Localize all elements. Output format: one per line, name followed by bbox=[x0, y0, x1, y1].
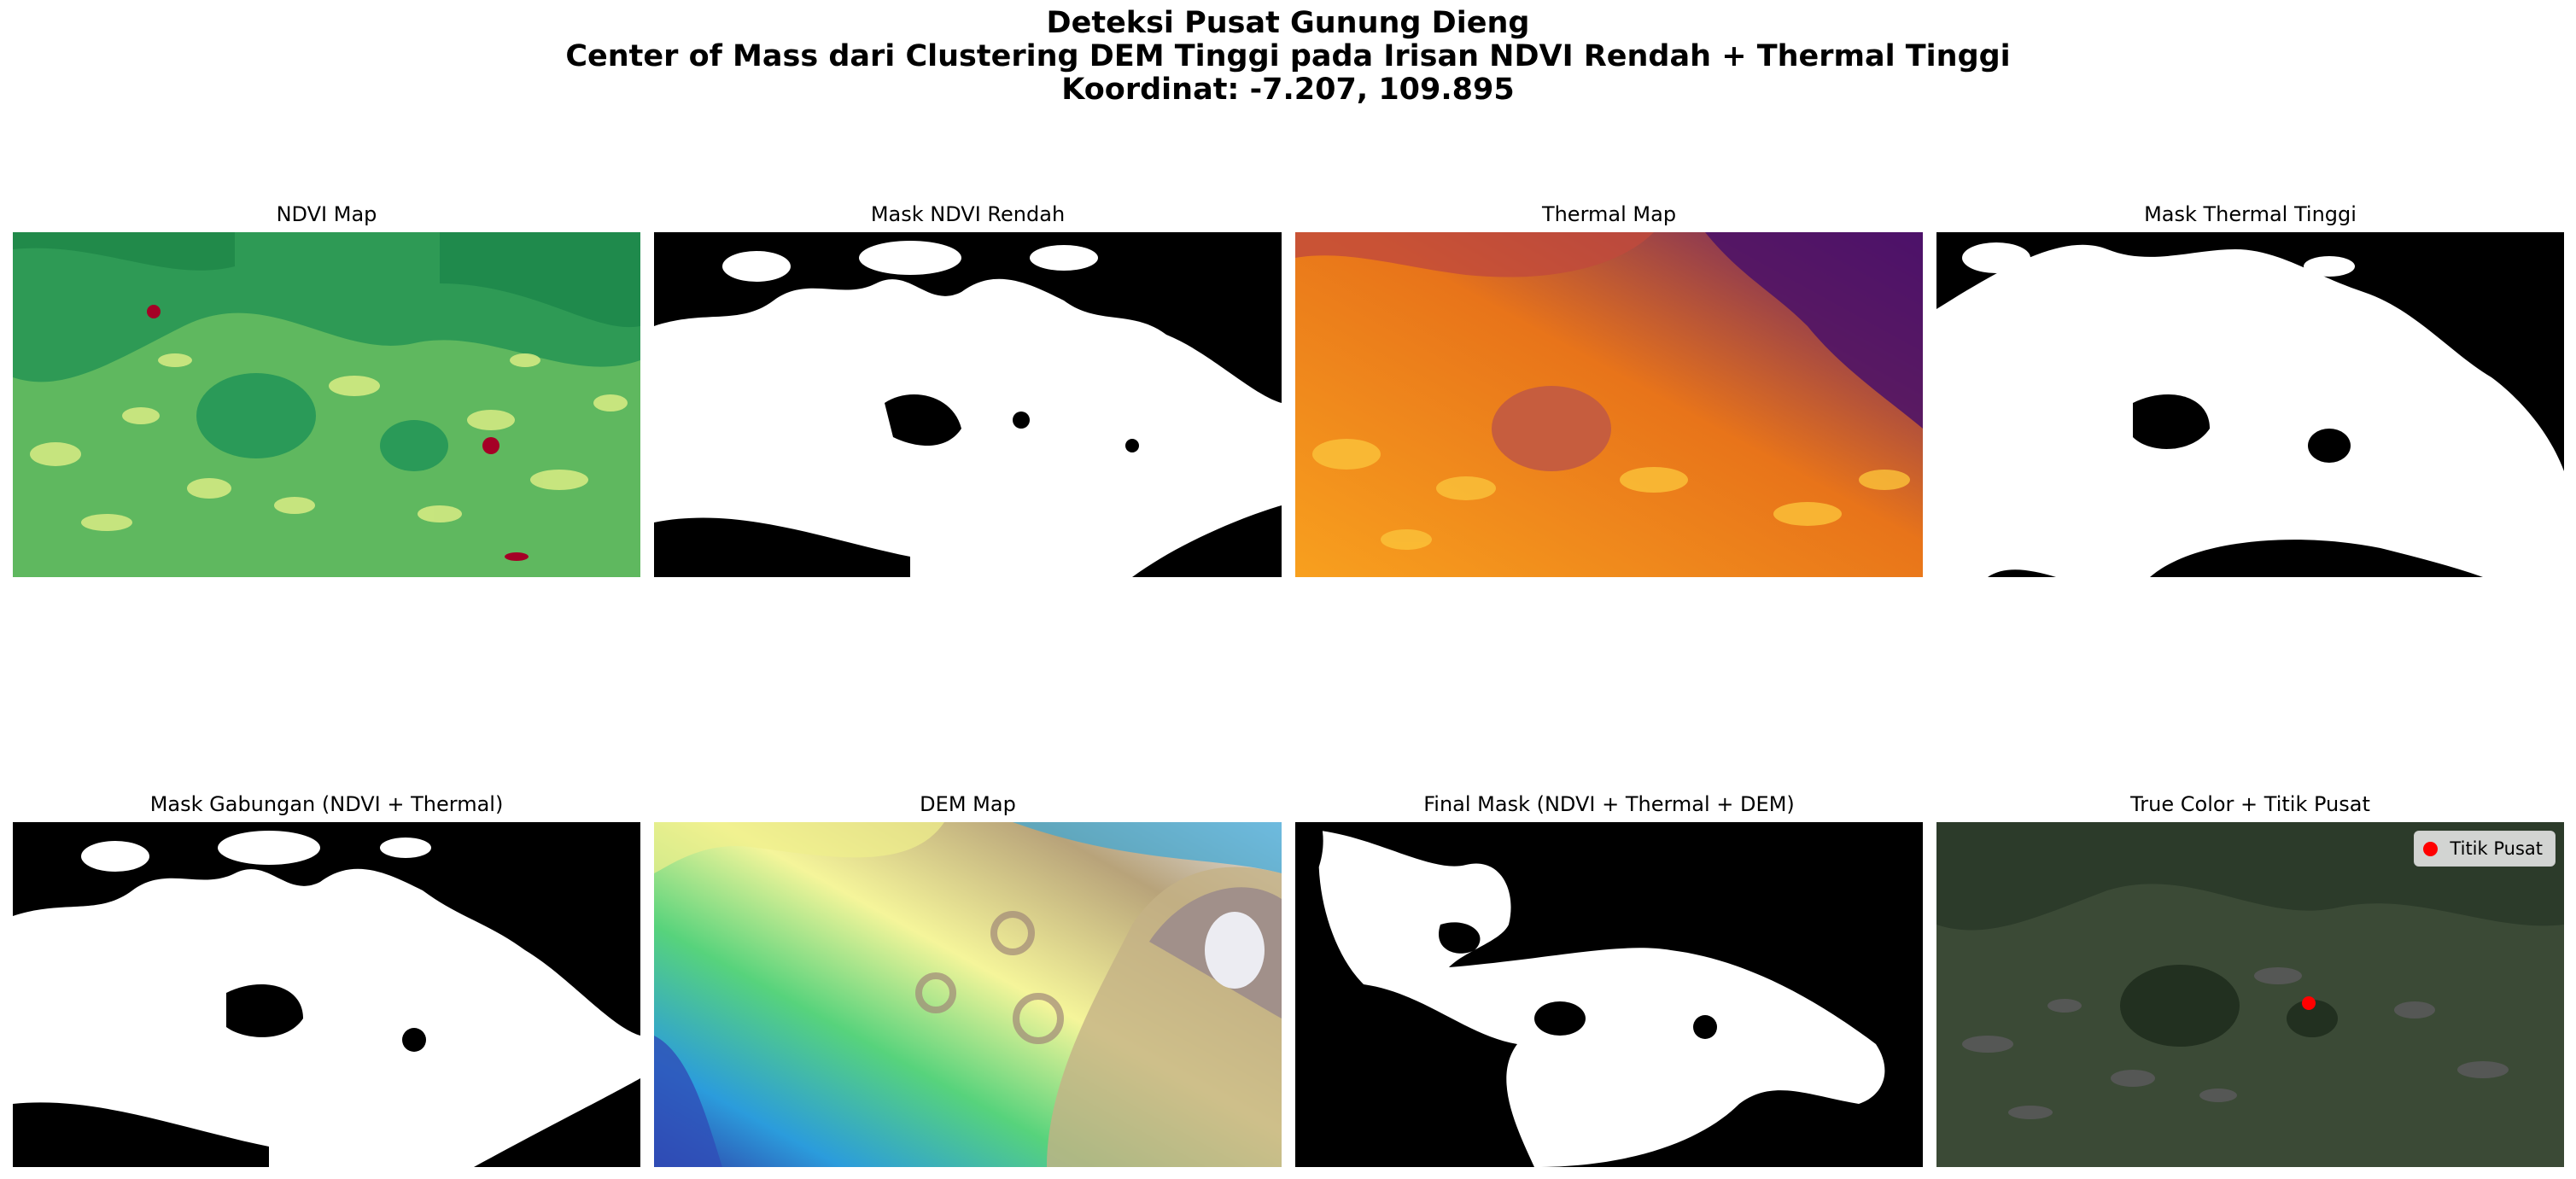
legend-label: Titik Pusat bbox=[2450, 838, 2543, 859]
mask-gabungan-image bbox=[13, 822, 640, 1167]
panel-title: DEM Map bbox=[920, 792, 1016, 816]
legend: Titik Pusat bbox=[2414, 831, 2556, 867]
panel-title: Thermal Map bbox=[1541, 202, 1677, 226]
suptitle-line-2: Center of Mass dari Clustering DEM Tingg… bbox=[565, 39, 2011, 73]
panel-title: Mask Gabungan (NDVI + Thermal) bbox=[149, 792, 504, 816]
panel-true-color: True Color + Titik Pusat Titik Pusat bbox=[1936, 792, 2564, 1167]
panel-mask-gabungan: Mask Gabungan (NDVI + Thermal) bbox=[13, 792, 640, 1167]
mask-thermal-tinggi-image bbox=[1936, 232, 2564, 577]
panel-mask-ndvi-rendah: Mask NDVI Rendah bbox=[654, 202, 1282, 577]
panel-ndvi-map: NDVI Map bbox=[13, 202, 640, 577]
figure-suptitle: Deteksi Pusat Gunung Dieng Center of Mas… bbox=[0, 7, 2576, 107]
titik-pusat-marker bbox=[2302, 996, 2316, 1010]
legend-marker-icon bbox=[2423, 841, 2439, 856]
dem-map-image bbox=[654, 822, 1282, 1167]
panel-mask-thermal-tinggi: Mask Thermal Tinggi bbox=[1936, 202, 2564, 577]
panel-title: Final Mask (NDVI + Thermal + DEM) bbox=[1423, 792, 1795, 816]
panel-title: Mask Thermal Tinggi bbox=[2144, 202, 2357, 226]
true-color-image bbox=[1936, 822, 2564, 1167]
final-mask-image bbox=[1295, 822, 1923, 1167]
mask-ndvi-rendah-image bbox=[654, 232, 1282, 577]
suptitle-line-1: Deteksi Pusat Gunung Dieng bbox=[1046, 6, 1530, 40]
center-point-overlay bbox=[2302, 996, 2316, 1010]
panel-thermal-map: Thermal Map bbox=[1295, 202, 1923, 577]
thermal-map-image bbox=[1295, 232, 1923, 577]
panel-title: True Color + Titik Pusat bbox=[2130, 792, 2370, 816]
panel-final-mask: Final Mask (NDVI + Thermal + DEM) bbox=[1295, 792, 1923, 1167]
panel-title: NDVI Map bbox=[276, 202, 377, 226]
ndvi-map-image bbox=[13, 232, 640, 577]
panel-dem-map: DEM Map bbox=[654, 792, 1282, 1167]
suptitle-line-3: Koordinat: -7.207, 109.895 bbox=[1061, 73, 1515, 107]
panel-title: Mask NDVI Rendah bbox=[870, 202, 1066, 226]
